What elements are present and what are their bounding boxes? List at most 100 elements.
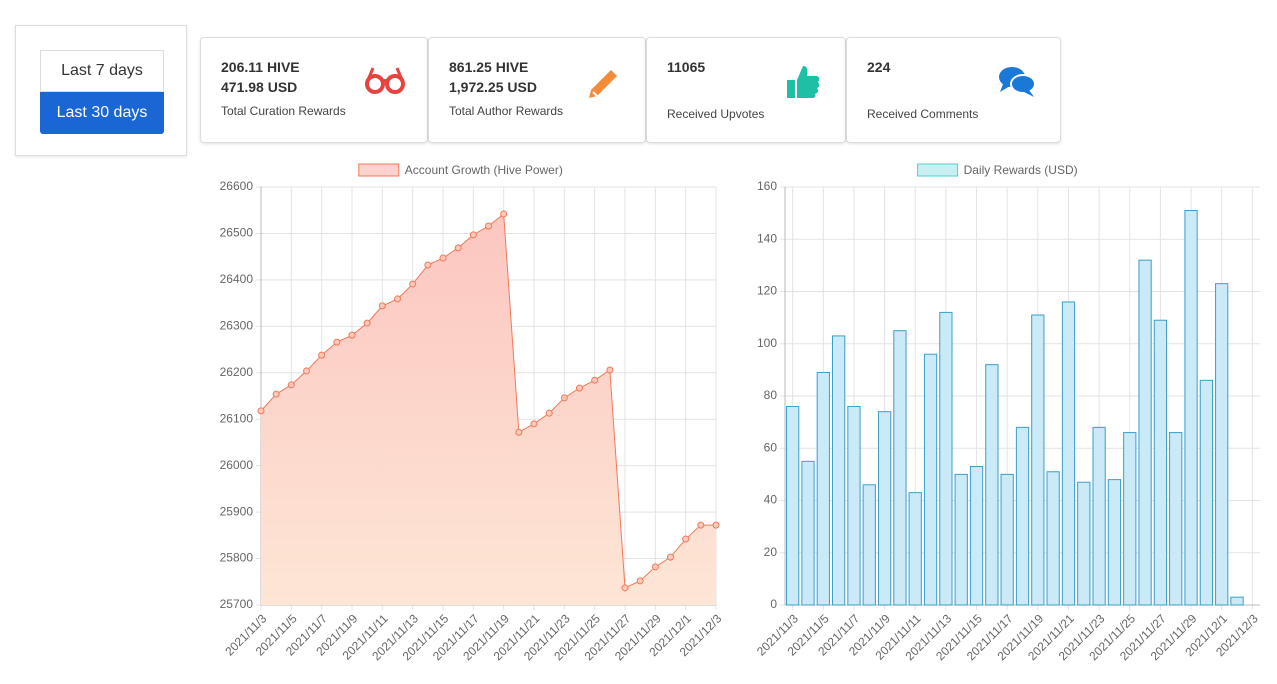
y-tick-label: 40	[764, 493, 778, 507]
glasses-icon	[365, 67, 405, 94]
bar	[1169, 432, 1183, 606]
point	[333, 338, 341, 346]
card-label: Received Upvotes	[667, 107, 765, 121]
bar	[1015, 426, 1030, 606]
y-tick-label: 26100	[220, 411, 254, 425]
bar	[1153, 319, 1168, 606]
bar	[1000, 473, 1014, 606]
bar	[1031, 314, 1045, 606]
area	[261, 213, 716, 605]
y-tick-label: 26600	[220, 179, 254, 193]
point	[697, 521, 705, 529]
range-panel: Last 7 days Last 30 days	[15, 25, 187, 156]
card-line: 1,972.25 USD	[449, 79, 537, 95]
y-tick-label: 25800	[220, 551, 254, 565]
card-line: 224	[867, 59, 891, 75]
card-line: 861.25 HIVE	[449, 59, 529, 75]
bar	[801, 460, 815, 606]
bar	[1092, 426, 1106, 606]
point	[348, 331, 356, 339]
bar	[847, 405, 861, 606]
bar	[893, 330, 907, 606]
y-tick-label: 25900	[220, 504, 254, 518]
bar	[1123, 432, 1137, 606]
point	[712, 521, 720, 529]
bar	[877, 411, 892, 606]
point	[424, 261, 432, 269]
legend-swatch	[358, 163, 400, 177]
bar	[923, 353, 938, 606]
point	[591, 376, 599, 384]
y-tick-label: 25700	[220, 597, 254, 611]
point	[530, 420, 538, 428]
point	[500, 210, 508, 218]
point	[606, 366, 614, 374]
point	[636, 577, 644, 585]
point	[454, 244, 462, 252]
bar	[1107, 479, 1122, 606]
y-tick-label: 26000	[220, 458, 254, 472]
comments-icon	[999, 67, 1036, 97]
bar	[1184, 210, 1198, 606]
bar	[908, 492, 922, 606]
y-tick-label: 80	[764, 388, 778, 402]
last-30-days-button[interactable]: Last 30 days	[40, 92, 164, 134]
point	[545, 409, 553, 417]
y-tick-label: 26200	[220, 365, 254, 379]
point	[318, 351, 326, 359]
bar	[939, 311, 953, 606]
bar	[1077, 481, 1091, 606]
point	[378, 302, 386, 310]
y-tick-label: 26300	[220, 319, 254, 333]
card-label: Total Author Rewards	[449, 104, 564, 118]
bar	[1199, 379, 1214, 606]
y-tick-label: 140	[757, 231, 777, 245]
point	[439, 254, 447, 262]
bar	[862, 484, 876, 606]
point	[682, 535, 690, 543]
last-7-days-button[interactable]: Last 7 days	[40, 50, 164, 92]
point	[621, 584, 629, 592]
bar	[816, 371, 830, 606]
y-tick-label: 26400	[220, 272, 254, 286]
curation-card: 206.11 HIVE 471.98 USD Total Curation Re…	[200, 37, 428, 143]
point	[257, 407, 265, 415]
point	[409, 280, 417, 288]
y-tick-label: 60	[764, 440, 778, 454]
y-tick-label: 160	[757, 179, 777, 193]
point	[363, 319, 371, 327]
bar	[1046, 471, 1060, 606]
bar	[985, 364, 999, 606]
point	[394, 295, 401, 303]
thumbs-up-icon	[787, 66, 820, 98]
legend-label: Account Growth (Hive Power)	[405, 163, 563, 177]
bar	[1230, 596, 1244, 606]
point	[272, 390, 280, 398]
point	[560, 394, 568, 402]
card-line: 471.98 USD	[221, 79, 298, 95]
comments-card: 224 Received Comments	[846, 37, 1061, 143]
card-line: 11065	[667, 59, 706, 75]
pencil-icon	[589, 70, 617, 98]
y-tick-label: 120	[757, 284, 777, 298]
card-label: Total Curation Rewards	[221, 104, 346, 118]
bar	[1215, 283, 1229, 606]
bar	[969, 466, 984, 606]
card-line: 206.11 HIVE	[221, 59, 300, 75]
upvotes-card: 11065 Received Upvotes	[646, 37, 846, 143]
bar	[954, 473, 968, 606]
legend-label: Daily Rewards (USD)	[964, 163, 1078, 177]
card-label: Received Comments	[867, 107, 979, 121]
point	[303, 367, 310, 375]
y-tick-label: 100	[757, 336, 777, 350]
y-tick-label: 20	[764, 545, 778, 559]
point	[469, 231, 477, 239]
bar	[1138, 259, 1152, 606]
y-tick-label: 26500	[220, 226, 254, 240]
bar	[832, 335, 846, 606]
bar	[1061, 301, 1076, 606]
author-card: 861.25 HIVE 1,972.25 USD Total Author Re…	[428, 37, 646, 143]
bar	[786, 405, 800, 606]
